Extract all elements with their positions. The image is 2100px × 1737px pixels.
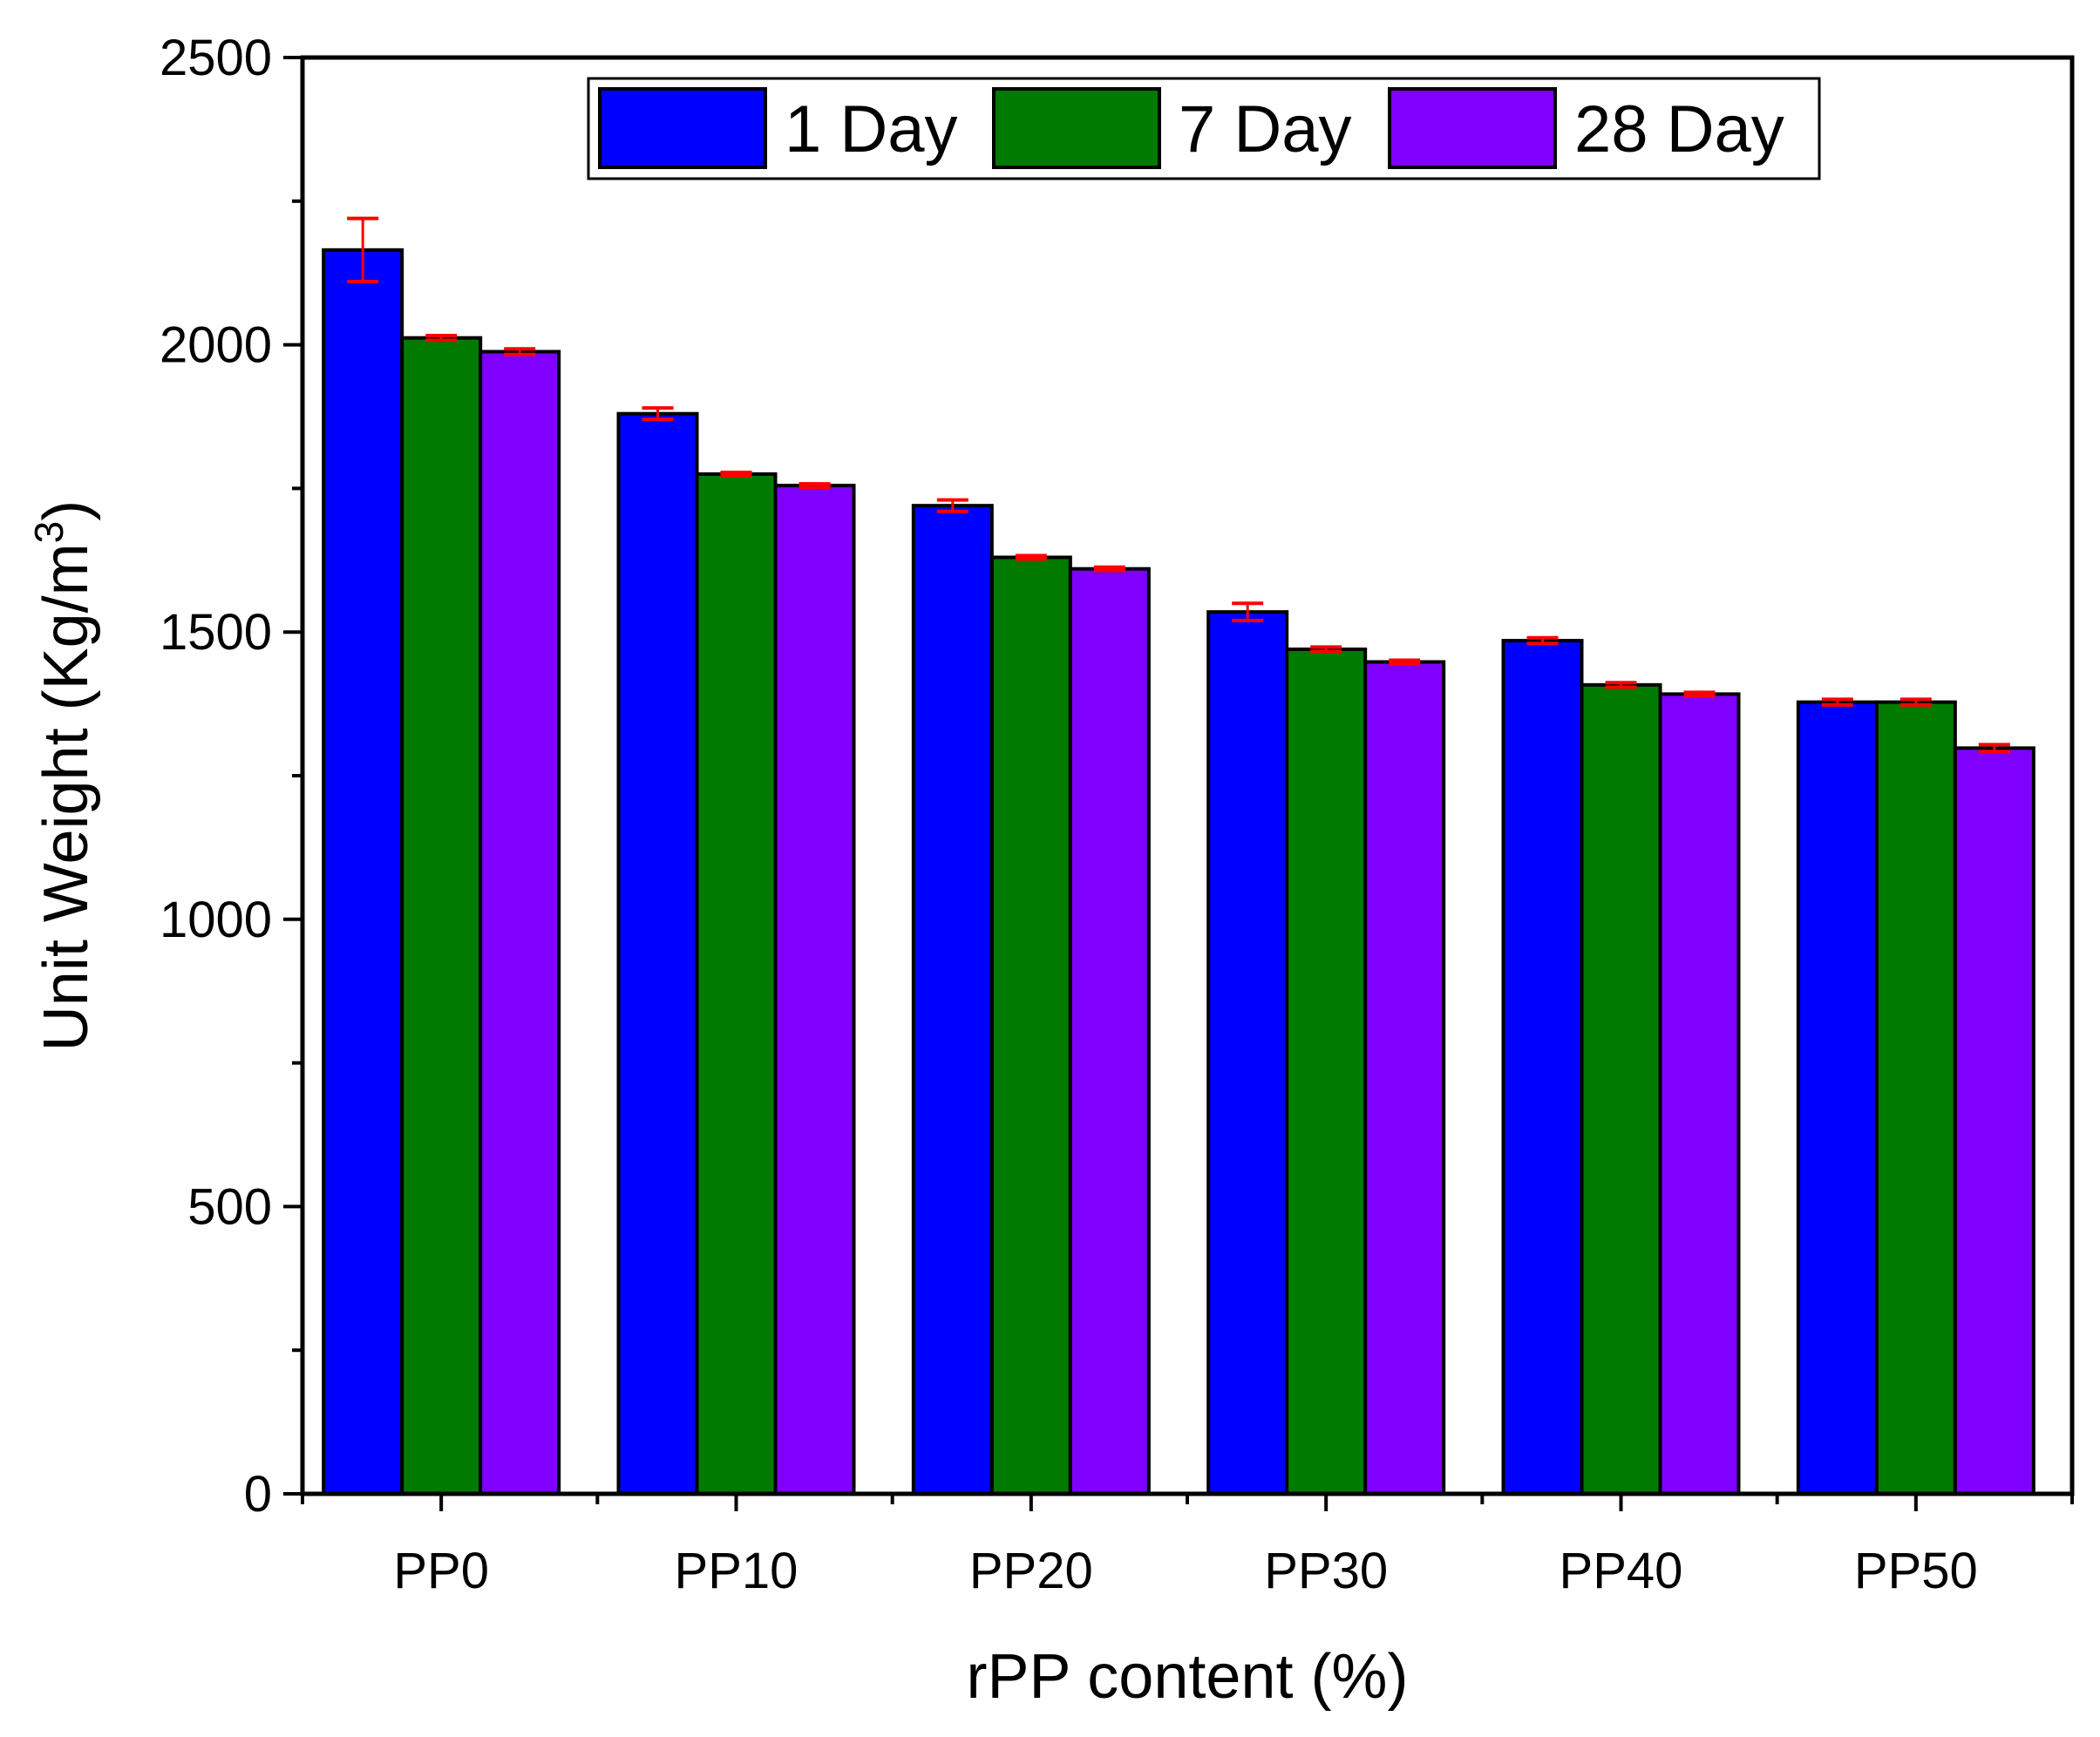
bar-1-day-pp20 [911, 504, 994, 1496]
bar-7-day-pp40 [1580, 682, 1662, 1496]
legend: 1 Day 7 Day 28 Day [587, 77, 1821, 180]
error-bars [347, 216, 2010, 754]
y-axis-title: Unit Weight (Kg/m3) [26, 500, 101, 1051]
bar-7-day-pp20 [989, 555, 1072, 1496]
bar-series [322, 248, 2035, 1496]
bar-1-day-pp0 [322, 248, 404, 1496]
y-axis-title-main: Unit Weight (Kg/m [31, 543, 101, 1051]
error-bar [504, 347, 536, 356]
bar-7-day-pp50 [1874, 700, 1957, 1496]
error-bar [936, 498, 968, 513]
y-tick-label: 1000 [160, 892, 272, 948]
x-tick-label: PP40 [1560, 1543, 1683, 1599]
legend-label-28-day: 28 Day [1574, 92, 1784, 166]
error-bar [1978, 743, 2010, 754]
x-tick-label: PP0 [393, 1543, 489, 1599]
plot-frame [300, 55, 2075, 1496]
error-bar [720, 470, 752, 478]
bar-28-day-pp10 [773, 484, 856, 1496]
bar-1-day-pp40 [1501, 639, 1584, 1496]
error-bar [1232, 601, 1264, 623]
legend-box [587, 77, 1821, 180]
error-bar [642, 406, 674, 422]
bar-1-day-pp50 [1796, 700, 1879, 1496]
error-bar [1683, 690, 1716, 698]
y-tick-label: 2500 [160, 30, 272, 86]
legend-label-1-day: 1 Day [785, 92, 958, 166]
bar-7-day-pp30 [1285, 647, 1368, 1496]
x-tick-label: PP50 [1854, 1543, 1978, 1599]
error-bar [1310, 645, 1342, 654]
y-axis-title-close: ) [31, 500, 101, 521]
legend-swatch-7-day [992, 87, 1161, 169]
x-tick-label: PP30 [1264, 1543, 1388, 1599]
bar-28-day-pp0 [479, 349, 561, 1496]
error-bar [799, 482, 831, 490]
error-bar [1605, 681, 1637, 689]
error-bar [1015, 553, 1047, 561]
x-tick-label: PP20 [969, 1543, 1093, 1599]
y-tick-label: 0 [244, 1466, 272, 1523]
y-axis-ticks: 0 500 1000 1500 2000 2500 [160, 30, 302, 1523]
error-bar [425, 334, 458, 343]
legend-swatch-1-day [598, 87, 767, 169]
bar-28-day-pp40 [1658, 692, 1741, 1496]
x-axis-title: rPP content (%) [967, 1642, 1409, 1712]
y-tick-label: 2000 [160, 317, 272, 374]
bar-28-day-pp50 [1953, 746, 2035, 1496]
y-tick-label: 1500 [160, 604, 272, 661]
error-bar [1821, 697, 1853, 707]
error-bar [1900, 697, 1932, 707]
legend-label-7-day: 7 Day [1179, 92, 1352, 166]
y-tick-label: 500 [187, 1178, 272, 1235]
y-axis-title-superscript: 3 [26, 521, 71, 544]
legend-swatch-28-day [1388, 87, 1557, 169]
bar-7-day-pp10 [695, 472, 778, 1496]
error-bar [1389, 658, 1421, 666]
bar-1-day-pp10 [616, 411, 699, 1496]
x-axis-ticks: PP0 PP10 PP20 PP30 PP40 PP50 [301, 1494, 2074, 1599]
bar-28-day-pp30 [1363, 660, 1446, 1496]
x-tick-label: PP10 [675, 1543, 799, 1599]
bar-7-day-pp0 [400, 336, 483, 1496]
bar-1-day-pp30 [1206, 610, 1289, 1496]
error-bar [1526, 635, 1559, 646]
error-bar [347, 216, 379, 284]
bar-28-day-pp20 [1068, 567, 1151, 1496]
error-bar [1093, 565, 1125, 573]
